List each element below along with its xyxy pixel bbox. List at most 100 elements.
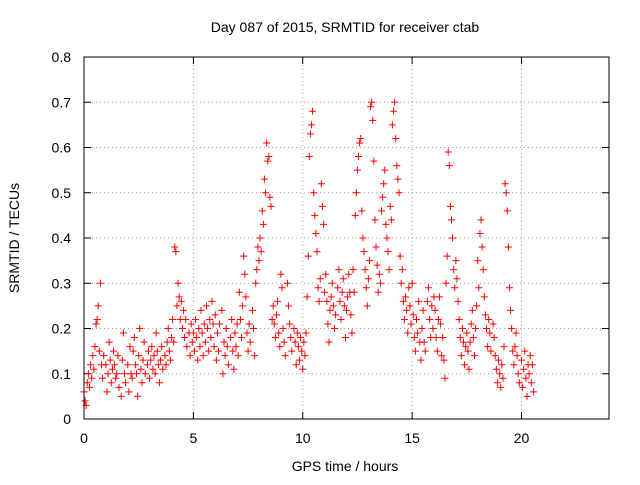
data-point — [418, 325, 426, 332]
data-point — [344, 293, 352, 301]
data-point — [367, 103, 375, 111]
data-point — [339, 275, 347, 283]
data-point — [96, 279, 104, 287]
data-point — [146, 374, 154, 382]
data-point — [381, 166, 389, 174]
data-point — [206, 315, 214, 323]
x-tick-label: 20 — [514, 430, 530, 446]
data-point — [431, 306, 439, 314]
data-point — [474, 257, 482, 265]
data-point — [365, 257, 373, 265]
data-point — [390, 107, 398, 115]
data-point — [253, 266, 261, 274]
data-point — [194, 356, 202, 364]
data-point — [186, 352, 194, 360]
data-point — [281, 352, 289, 360]
data-point — [318, 202, 326, 210]
data-point — [187, 320, 195, 328]
data-point — [394, 175, 402, 183]
data-point — [285, 302, 293, 310]
data-point — [509, 347, 517, 355]
data-point — [310, 189, 318, 197]
data-point — [230, 365, 238, 373]
data-point — [379, 193, 387, 201]
data-point — [521, 347, 529, 355]
data-point — [162, 361, 170, 369]
data-point — [102, 361, 110, 369]
data-point — [467, 320, 475, 328]
data-point — [135, 352, 143, 360]
data-point — [110, 347, 118, 355]
data-point — [149, 365, 157, 373]
data-point — [528, 361, 536, 369]
data-point — [437, 320, 445, 328]
data-point — [168, 334, 175, 342]
data-point — [308, 121, 315, 129]
y-tick-label: 0.8 — [52, 49, 72, 65]
data-point — [181, 334, 189, 342]
data-point — [393, 162, 401, 170]
data-point — [232, 343, 240, 351]
data-point — [455, 315, 463, 323]
data-point — [204, 325, 212, 332]
data-point — [411, 347, 419, 355]
data-point — [466, 338, 474, 346]
data-point — [410, 334, 418, 342]
data-point — [442, 279, 450, 287]
data-point — [457, 352, 465, 360]
data-point — [522, 374, 530, 382]
data-point — [489, 320, 497, 328]
data-point — [306, 130, 314, 138]
data-point — [255, 257, 263, 265]
data-point — [404, 329, 412, 337]
data-point — [486, 329, 494, 337]
data-point — [240, 252, 248, 260]
data-point — [327, 293, 335, 301]
data-point — [387, 216, 395, 224]
data-point — [425, 284, 433, 292]
data-point — [399, 297, 407, 305]
data-point — [315, 297, 323, 305]
data-point — [87, 361, 95, 369]
data-point — [173, 302, 181, 310]
data-point — [104, 370, 112, 378]
data-point — [137, 365, 145, 373]
data-point — [408, 279, 416, 287]
data-point — [92, 320, 100, 328]
data-point — [525, 370, 533, 378]
data-point — [398, 266, 406, 274]
data-point — [251, 352, 259, 360]
data-point — [304, 252, 312, 260]
data-point — [407, 320, 415, 328]
data-point — [283, 279, 291, 287]
data-point — [349, 266, 357, 274]
data-point — [321, 288, 329, 296]
data-point — [464, 347, 472, 355]
data-point — [241, 270, 249, 278]
data-point — [526, 352, 534, 360]
data-point — [243, 329, 251, 337]
data-point — [481, 311, 489, 319]
data-point — [479, 266, 487, 274]
data-point — [487, 347, 495, 355]
data-point — [469, 334, 477, 342]
data-point — [147, 356, 155, 364]
data-point — [119, 329, 127, 337]
data-point — [223, 343, 231, 351]
data-point — [118, 356, 126, 364]
data-point — [122, 379, 130, 387]
data-point — [150, 352, 158, 360]
x-tick-labels: 0 5 10 15 20 — [80, 430, 529, 446]
data-point — [235, 288, 243, 296]
data-point — [419, 306, 427, 314]
data-point — [113, 370, 121, 378]
data-point — [85, 383, 93, 391]
data-point — [125, 388, 133, 396]
data-point — [415, 297, 423, 305]
data-point — [470, 352, 478, 360]
data-point — [348, 329, 356, 337]
data-point — [94, 302, 102, 310]
data-point — [88, 374, 96, 382]
data-point — [170, 338, 178, 346]
